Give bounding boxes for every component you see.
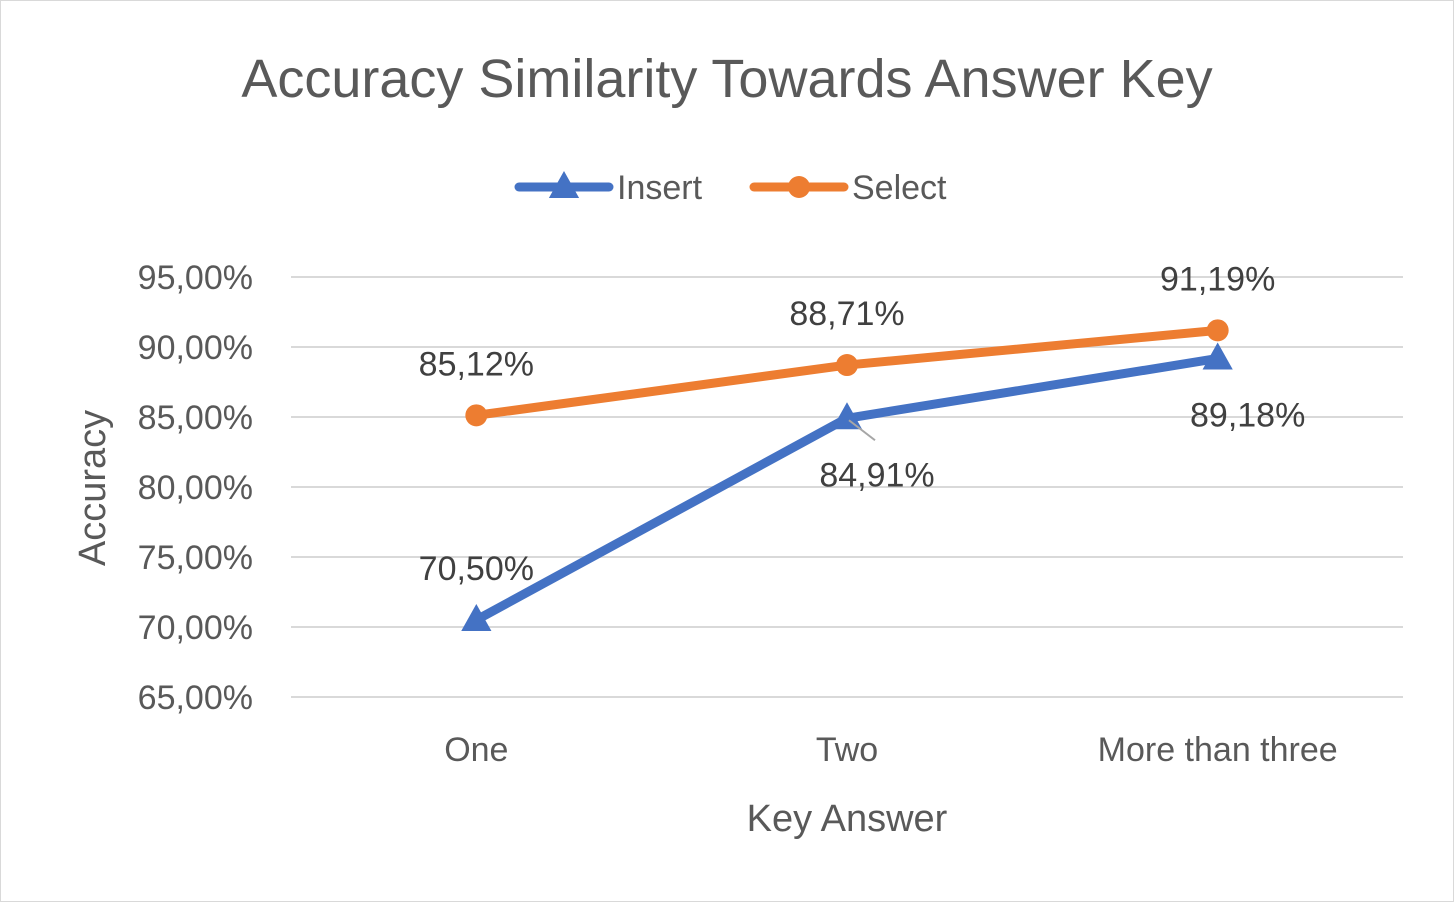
x-axis-label: Key Answer (747, 798, 948, 840)
y-tick-label: 95,00% (138, 259, 253, 297)
y-axis-label: Accuracy (72, 410, 114, 566)
y-tick-label: 90,00% (138, 329, 253, 367)
y-tick-label: 85,00% (138, 399, 253, 437)
legend-label-select: Select (852, 169, 947, 207)
series-layer (461, 319, 1233, 631)
marker-triangle-insert (548, 170, 580, 198)
data-label-select: 85,12% (419, 345, 534, 383)
marker-circle-select (465, 404, 488, 427)
marker-circle-select (1206, 319, 1229, 342)
x-tick-label: More than three (1098, 731, 1338, 769)
y-tick-label: 75,00% (138, 539, 253, 577)
data-labels: 70,50% 84,91% 89,18% 85,12% 88,71% 91,19% (419, 260, 1306, 588)
x-tick-label: One (444, 731, 508, 769)
data-label-insert: 84,91% (819, 456, 934, 494)
x-axis-ticks: One Two More than three (444, 731, 1337, 769)
leader-line (848, 419, 876, 442)
marker-circle-select (788, 176, 810, 198)
data-label-select: 88,71% (789, 295, 904, 333)
y-tick-label: 65,00% (138, 679, 253, 717)
data-label-insert: 70,50% (419, 550, 534, 588)
marker-triangle-insert (831, 402, 863, 430)
marker-triangle-insert (1202, 342, 1233, 370)
y-axis-ticks: 65,00% 70,00% 75,00% 80,00% 85,00% 90,00% 95,0… (138, 259, 253, 717)
data-label-select: 91,19% (1160, 260, 1275, 298)
chart-title: Accuracy Similarity Towards Answer Key (241, 49, 1212, 109)
marker-triangle-insert (461, 603, 492, 631)
marker-circle-select (836, 354, 858, 377)
y-tick-label: 70,00% (138, 609, 253, 647)
legend-label-insert: Insert (617, 169, 703, 207)
y-tick-label: 80,00% (138, 469, 253, 507)
legend: Insert Select (514, 169, 947, 207)
data-label-insert: 89,18% (1190, 396, 1305, 434)
x-tick-label: Two (816, 731, 878, 769)
